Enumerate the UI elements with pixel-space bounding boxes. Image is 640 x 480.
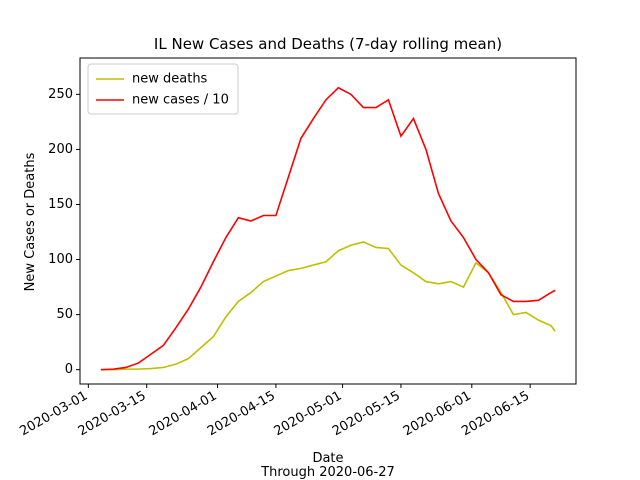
y-tick-label: 250	[48, 87, 73, 102]
legend-box	[87, 63, 239, 115]
legend-label: new cases / 10	[132, 93, 229, 108]
y-tick-label: 50	[56, 307, 73, 322]
legend-label: new deaths	[132, 72, 208, 87]
x-axis-label: Date	[312, 451, 343, 466]
y-tick-label: 100	[48, 252, 73, 267]
subtitle: Through 2020-06-27	[260, 465, 395, 480]
series-line	[100, 86, 556, 371]
y-axis-label: New Cases or Deaths	[23, 152, 38, 291]
y-tick-label: 0	[65, 362, 73, 377]
chart-title: IL New Cases and Deaths (7-day rolling m…	[154, 35, 502, 53]
y-tick-label: 150	[48, 197, 73, 212]
plot-frame	[79, 57, 577, 385]
y-tick-label: 200	[48, 142, 73, 157]
series-line	[100, 241, 556, 371]
